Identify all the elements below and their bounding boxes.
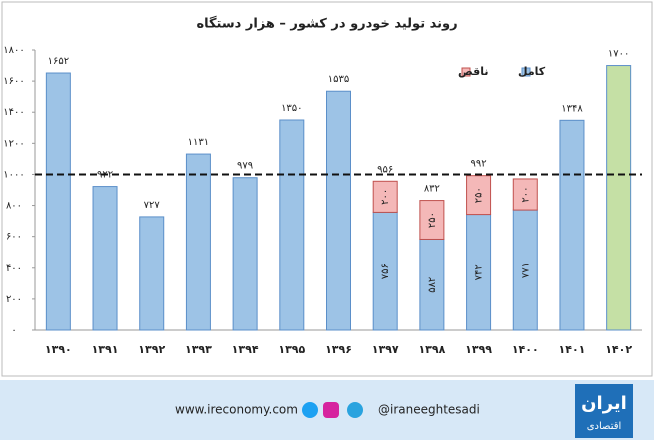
x-tick-label: ۱۳۹۹: [465, 343, 492, 356]
x-tick-label: ۱۳۹۷: [372, 343, 399, 356]
x-tick-label: ۱۳۹۵: [278, 343, 305, 356]
bar-segment: [419, 200, 445, 240]
value-label: ۷۴۲: [474, 264, 485, 280]
bar-segment: [606, 65, 632, 331]
bar-segment: [372, 180, 398, 213]
legend-label: ناقص: [458, 65, 488, 78]
legend-label: کامل: [518, 65, 546, 78]
bar-segment: [512, 178, 538, 211]
telegram-icon[interactable]: [347, 402, 363, 418]
value-label: ۲۰۰: [380, 189, 391, 205]
y-tick-label: ۱۰۰۰: [3, 169, 24, 180]
y-tick-label: ۲۰۰: [6, 294, 22, 305]
value-label: ۵۸۲: [427, 277, 438, 293]
value-label: ۲۵۰: [427, 212, 438, 228]
total-label: ۸۳۲: [424, 184, 440, 195]
x-tick-label: ۱۴۰۰: [512, 343, 539, 356]
bar-segment: [466, 214, 492, 331]
x-tick-label: ۱۳۹۶: [325, 343, 352, 356]
x-tick-label: ۱۳۹۳: [185, 343, 212, 356]
value-label: ۱۶۵۲: [48, 56, 69, 67]
logo-subtitle: اقتصادی: [587, 421, 622, 432]
y-tick-label: ۱۶۰۰: [3, 76, 24, 87]
bar-segment: [326, 90, 351, 331]
value-label: ۱۵۳۵: [328, 74, 349, 85]
website[interactable]: www.ireconomy.com: [175, 403, 298, 417]
logo-title: ایران: [581, 393, 627, 414]
bar-segment: [185, 153, 211, 331]
legend-swatch: [461, 67, 471, 77]
bar-segment: [372, 211, 398, 331]
bar-segment: [466, 175, 492, 216]
total-label: ۹۹۲: [471, 159, 487, 170]
y-tick-label: ۰: [11, 325, 16, 336]
x-tick-label: ۱۳۹۸: [418, 343, 445, 356]
bar-segment: [279, 119, 305, 331]
twitter-icon[interactable]: [302, 402, 318, 418]
y-tick-label: ۱۴۰۰: [3, 107, 24, 118]
chart-title: روند تولید خودرو در کشور – هزار دستگاه: [196, 16, 457, 32]
value-label: ۱۱۳۱: [188, 137, 209, 148]
instagram-icon[interactable]: [323, 402, 339, 418]
x-tick-label: ۱۳۹۱: [92, 343, 119, 356]
x-tick-label: ۱۳۹۰: [45, 343, 72, 356]
value-label: ۱۳۵۰: [281, 103, 302, 114]
value-label: ۱۷۰۰: [608, 49, 629, 60]
value-label: ۲۰۰: [520, 186, 531, 202]
bar-segment: [559, 119, 585, 331]
legend-swatch: [521, 67, 531, 77]
value-label: ۹۷۹: [237, 161, 253, 172]
y-tick-label: ۸۰۰: [6, 201, 22, 212]
bar-segment: [139, 216, 165, 331]
y-tick-label: ۱۸۰۰: [3, 45, 24, 56]
bar-segment: [92, 186, 118, 331]
bar-segment: [419, 238, 445, 331]
bar-segment: [512, 209, 538, 331]
handle[interactable]: @iraneeghtesadi: [378, 403, 480, 417]
y-tick-label: ۶۰۰: [6, 232, 22, 243]
value-label: ۷۲۷: [144, 200, 161, 211]
x-tick-label: ۱۳۹۴: [232, 343, 259, 356]
bar-segment: [232, 177, 258, 331]
x-tick-label: ۱۴۰۲: [605, 343, 632, 356]
x-tick-label: ۱۴۰۱: [559, 343, 586, 356]
x-tick-label: ۱۳۹۲: [138, 343, 165, 356]
logo: [575, 384, 633, 438]
total-label: ۹۵۶: [377, 164, 393, 175]
value-label: ۷۵۶: [380, 263, 391, 279]
value-label: ۱۳۴۸: [561, 103, 583, 114]
value-label: ۲۵۰: [474, 187, 485, 203]
y-tick-label: ۱۲۰۰: [3, 138, 24, 149]
bar-segment: [45, 72, 71, 331]
value-label: ۷۷۱: [520, 262, 531, 278]
y-tick-label: ۴۰۰: [6, 263, 22, 274]
